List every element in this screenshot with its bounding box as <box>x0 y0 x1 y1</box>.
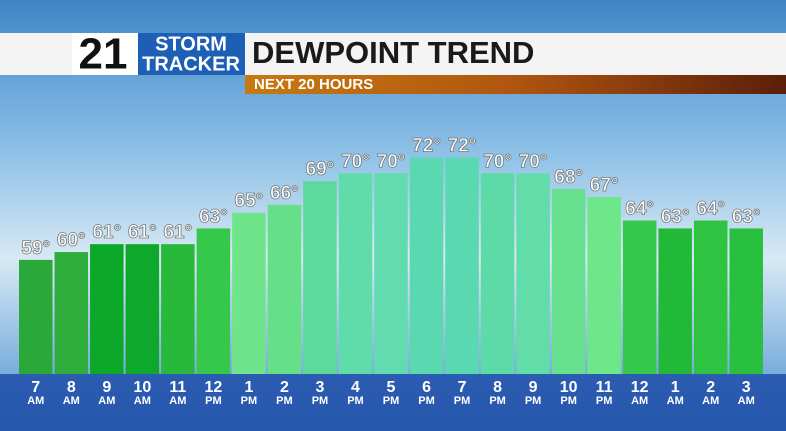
logo-box <box>138 33 245 75</box>
value-label: 67° <box>590 175 619 196</box>
x-tick-label: 9 PM <box>525 379 542 407</box>
x-tick-label: 11 PM <box>596 379 613 407</box>
bar <box>480 173 515 374</box>
x-tick-label: 2 PM <box>276 379 293 407</box>
value-label: 61° <box>163 222 192 243</box>
x-tick-label: 10 AM <box>133 379 151 407</box>
bar <box>409 157 444 374</box>
subtitle-band <box>245 75 786 94</box>
value-label: 72° <box>412 136 441 157</box>
logo-line: STORM <box>155 33 227 55</box>
x-tick-label: 1 PM <box>241 379 258 407</box>
x-tick-label: 6 PM <box>418 379 435 407</box>
bar <box>658 228 692 374</box>
value-label: 63° <box>732 206 761 227</box>
x-tick-label: 9 AM <box>98 379 115 407</box>
x-tick-label: 11 AM <box>169 379 186 407</box>
value-label: 69° <box>306 159 335 180</box>
bar <box>587 196 621 374</box>
bar <box>729 228 763 374</box>
x-tick-label: 10 PM <box>560 379 578 407</box>
bar <box>196 228 231 374</box>
value-label: 61° <box>92 222 121 243</box>
logo-line: TRACKER <box>142 53 240 75</box>
x-tick-label: 12 PM <box>204 379 222 407</box>
logo-number-box <box>72 33 138 75</box>
bar <box>161 244 195 374</box>
x-tick-label: 3 PM <box>312 379 329 407</box>
logo-number: 21 <box>79 30 128 79</box>
x-tick-label: 7 AM <box>27 379 44 407</box>
value-label: 60° <box>57 230 86 251</box>
x-tick-label: 8 PM <box>489 379 506 407</box>
bar <box>622 220 657 374</box>
x-tick-label: 7 PM <box>454 379 471 407</box>
value-label: 70° <box>341 151 370 172</box>
value-label: 63° <box>661 206 690 227</box>
chart-title: DEWPOINT TREND <box>252 35 534 70</box>
bar <box>693 220 728 374</box>
bar <box>90 244 124 374</box>
value-label: 66° <box>270 183 299 204</box>
value-label: 70° <box>519 151 548 172</box>
x-tick-label: 2 AM <box>702 379 719 407</box>
bar <box>303 181 337 374</box>
bar <box>445 157 479 374</box>
value-label: 70° <box>377 151 406 172</box>
bar <box>19 259 53 374</box>
x-tick-label: 8 AM <box>63 379 80 407</box>
bar <box>54 252 89 374</box>
bar <box>516 173 550 374</box>
x-tick-label: 5 PM <box>383 379 400 407</box>
bar <box>551 189 586 374</box>
x-tick-label: 4 PM <box>347 379 364 407</box>
value-label: 65° <box>235 191 264 212</box>
value-label: 68° <box>554 167 583 188</box>
value-label: 64° <box>696 199 725 220</box>
bar <box>374 173 408 374</box>
value-label: 70° <box>483 151 512 172</box>
value-label: 59° <box>21 238 50 259</box>
x-tick-label: 1 AM <box>667 379 684 407</box>
value-label: 72° <box>448 136 477 157</box>
bar <box>232 212 266 374</box>
bar <box>267 204 302 374</box>
x-tick-label: 12 AM <box>631 379 649 407</box>
footer-band <box>0 374 786 431</box>
value-label: 63° <box>199 206 228 227</box>
bar <box>125 244 160 374</box>
value-label: 64° <box>625 199 654 220</box>
x-tick-label: 3 AM <box>738 379 755 407</box>
value-label: 61° <box>128 222 157 243</box>
chart-subtitle: NEXT 20 HOURS <box>254 76 373 93</box>
bar <box>338 173 373 374</box>
